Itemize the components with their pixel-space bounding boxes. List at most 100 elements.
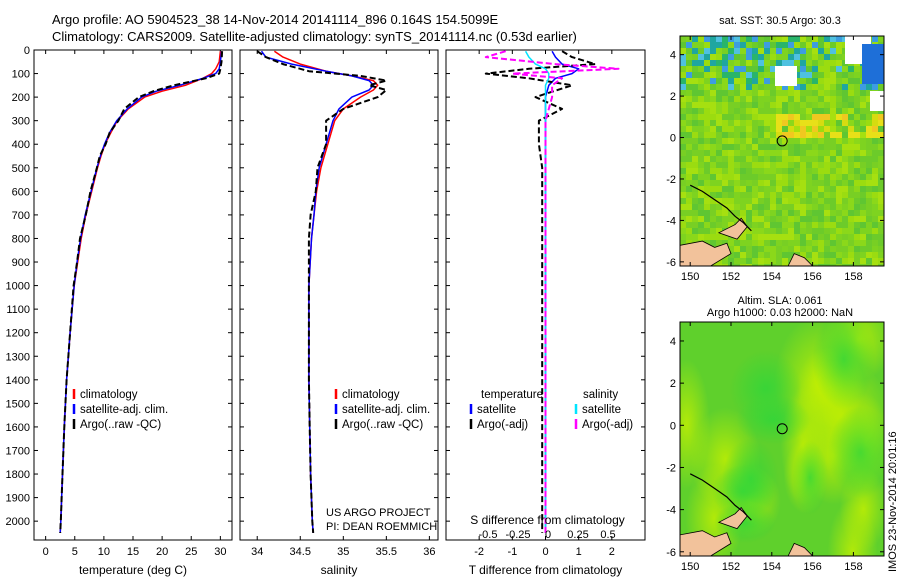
sst-cell bbox=[752, 216, 758, 222]
sst-cell bbox=[752, 174, 758, 180]
sst-cell bbox=[698, 78, 704, 84]
sst-cell bbox=[788, 90, 794, 96]
sst-cell bbox=[698, 108, 704, 114]
sst-cell bbox=[842, 132, 848, 138]
sst-cell bbox=[758, 54, 764, 60]
sst-cell bbox=[752, 162, 758, 168]
sst-cell bbox=[680, 204, 686, 210]
sst-cell bbox=[746, 96, 752, 102]
sst-cell bbox=[866, 102, 872, 108]
sst-cell bbox=[698, 138, 704, 144]
sst-cell bbox=[878, 198, 884, 204]
sst-cell bbox=[782, 120, 788, 126]
sst-cell bbox=[782, 240, 788, 246]
sst-cell bbox=[836, 42, 842, 48]
sst-cell bbox=[806, 96, 812, 102]
sst-cell bbox=[722, 132, 728, 138]
sst-cell bbox=[830, 204, 836, 210]
sst-cell bbox=[752, 66, 758, 72]
sst-cell bbox=[866, 240, 872, 246]
sst-cell bbox=[818, 162, 824, 168]
sst-cell bbox=[878, 156, 884, 162]
sst-cell bbox=[746, 150, 752, 156]
sst-cell bbox=[764, 168, 770, 174]
sst-cell bbox=[764, 186, 770, 192]
sst-cell bbox=[836, 240, 842, 246]
map-ytick-label: 4 bbox=[670, 336, 676, 348]
sst-cell bbox=[836, 150, 842, 156]
sst-cell bbox=[878, 138, 884, 144]
sst-cell bbox=[770, 204, 776, 210]
sst-cell bbox=[836, 198, 842, 204]
sst-cell bbox=[788, 222, 794, 228]
sst-cell bbox=[746, 186, 752, 192]
sst-cell bbox=[776, 60, 782, 66]
sst-cell bbox=[800, 108, 806, 114]
sst-cell bbox=[836, 156, 842, 162]
sst-cell bbox=[764, 222, 770, 228]
sst-cell bbox=[848, 84, 854, 90]
sst-cell bbox=[770, 174, 776, 180]
sst-cell bbox=[722, 264, 728, 266]
sst-cell bbox=[830, 36, 836, 42]
sst-cell bbox=[752, 132, 758, 138]
sst-cell bbox=[842, 90, 848, 96]
sst-cell bbox=[830, 138, 836, 144]
sst-cell bbox=[872, 222, 878, 228]
sst-cell bbox=[704, 60, 710, 66]
sst-cell bbox=[860, 120, 866, 126]
sst-cell bbox=[806, 174, 812, 180]
sst-cell bbox=[752, 96, 758, 102]
diff-xtick-label: -1 bbox=[507, 546, 517, 558]
sst-cell bbox=[740, 90, 746, 96]
sst-cell bbox=[686, 198, 692, 204]
argo-position-marker bbox=[776, 423, 788, 435]
sst-cell bbox=[794, 36, 800, 42]
sst-cell bbox=[728, 90, 734, 96]
sst-cell bbox=[776, 36, 782, 42]
sst-cell bbox=[698, 126, 704, 132]
sst-cell bbox=[776, 252, 782, 258]
sst-cell bbox=[764, 204, 770, 210]
sst-cell bbox=[728, 102, 734, 108]
sst-cell bbox=[770, 54, 776, 60]
sst-cell bbox=[806, 252, 812, 258]
sst-cell bbox=[704, 72, 710, 78]
sst-cell bbox=[782, 144, 788, 150]
sst-cell bbox=[812, 210, 818, 216]
sst-cell bbox=[710, 156, 716, 162]
sst-cell bbox=[842, 180, 848, 186]
sst-cell bbox=[716, 90, 722, 96]
sst-cell bbox=[836, 192, 842, 198]
sst-cell bbox=[872, 186, 878, 192]
sst-cell bbox=[866, 96, 872, 102]
sst-cell bbox=[824, 126, 830, 132]
depth-tick-label: 100 bbox=[12, 69, 30, 81]
diff-legend-label: Argo(-adj) bbox=[477, 419, 528, 431]
sst-cell bbox=[794, 228, 800, 234]
sst-cell bbox=[704, 240, 710, 246]
sst-cell bbox=[818, 126, 824, 132]
sst-cell bbox=[758, 84, 764, 90]
sst-cell bbox=[818, 78, 824, 84]
sst-cell bbox=[812, 66, 818, 72]
sst-cell bbox=[710, 180, 716, 186]
sst-cell bbox=[854, 198, 860, 204]
sst-cell bbox=[692, 138, 698, 144]
sst-cell bbox=[680, 90, 686, 96]
sst-cell bbox=[758, 120, 764, 126]
sst-cell bbox=[806, 126, 812, 132]
sst-cell bbox=[770, 258, 776, 264]
sst-cell bbox=[704, 84, 710, 90]
sst-cell bbox=[848, 240, 854, 246]
sst-cell bbox=[824, 66, 830, 72]
sst-cell bbox=[824, 60, 830, 66]
sst-cell bbox=[722, 84, 728, 90]
sst-cell bbox=[854, 168, 860, 174]
map-ytick-label: 2 bbox=[670, 91, 676, 103]
sst-cell bbox=[698, 174, 704, 180]
sst-cell bbox=[836, 168, 842, 174]
sst-cell bbox=[806, 228, 812, 234]
sst-cell bbox=[728, 138, 734, 144]
sst-cell bbox=[812, 138, 818, 144]
